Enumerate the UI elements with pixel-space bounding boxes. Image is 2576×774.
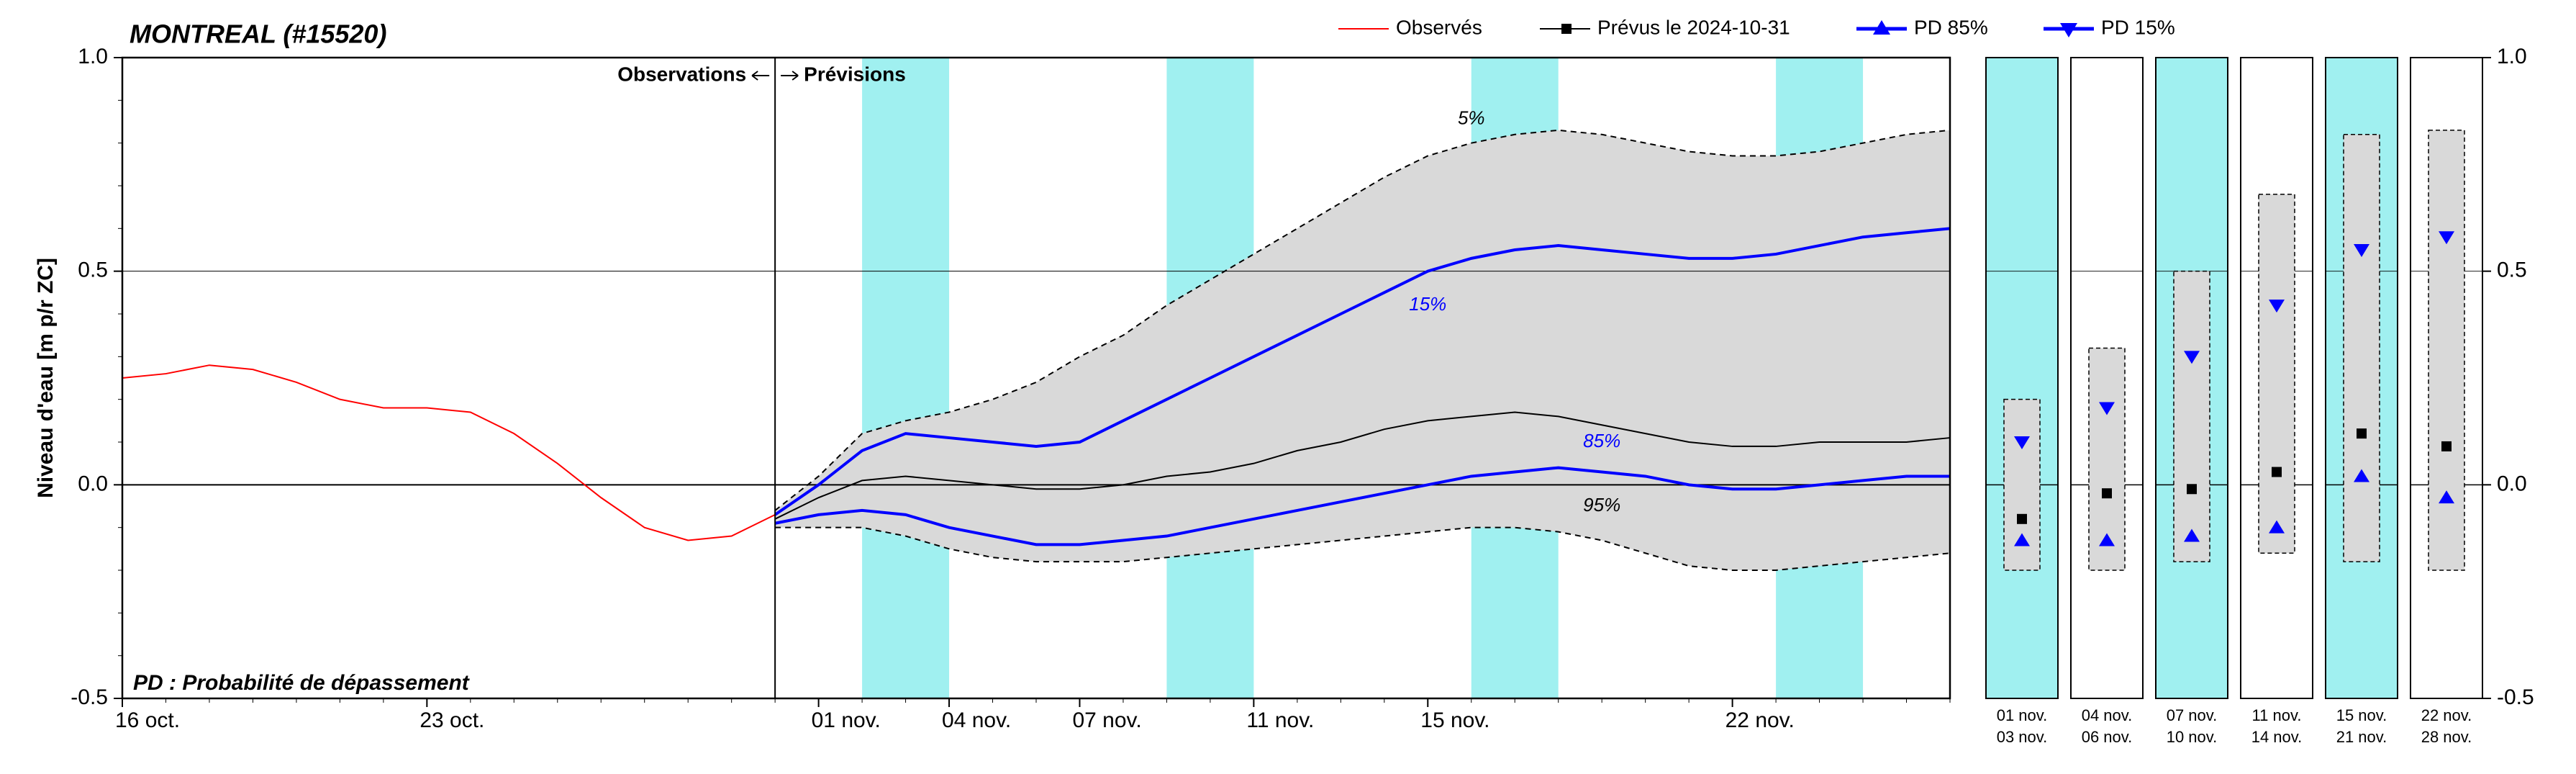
svg-text:04 nov.: 04 nov. [2082,706,2133,724]
svg-text:PD 85%: PD 85% [1914,16,1988,38]
median-marker [2272,467,2282,477]
svg-text:PD 15%: PD 15% [2101,16,2175,38]
svg-text:Observés: Observés [1396,16,1482,38]
svg-text:16 oct.: 16 oct. [115,708,180,732]
y-axis-label: Niveau d'eau [m p/r ZC] [34,258,58,498]
svg-text:23 oct.: 23 oct. [419,708,484,732]
svg-text:1.0: 1.0 [2497,45,2527,68]
svg-text:-0.5: -0.5 [2497,685,2534,709]
svg-text:07 nov.: 07 nov. [1072,708,1141,732]
svg-text:01 nov.: 01 nov. [1997,706,2048,724]
weekend-band [862,58,949,698]
svg-text:5%: 5% [1458,107,1485,129]
svg-text:-0.5: -0.5 [71,685,108,709]
svg-text:01 nov.: 01 nov. [812,708,881,732]
svg-text:22 nov.: 22 nov. [1725,708,1795,732]
svg-text:11 nov.: 11 nov. [2252,706,2302,724]
svg-text:28 nov.: 28 nov. [2421,728,2472,746]
median-marker [2441,441,2452,451]
svg-text:0.5: 0.5 [2497,258,2527,282]
svg-text:95%: 95% [1583,494,1620,516]
svg-text:10 nov.: 10 nov. [2167,728,2218,746]
svg-text:15 nov.: 15 nov. [1420,708,1489,732]
svg-text:03 nov.: 03 nov. [1997,728,2048,746]
svg-text:1.0: 1.0 [78,45,108,68]
svg-text:15%: 15% [1409,293,1446,315]
svg-text:04 nov.: 04 nov. [942,708,1011,732]
footer-label: PD : Probabilité de dépassement [133,671,471,695]
svg-text:21 nov.: 21 nov. [2336,728,2387,746]
svg-text:11 nov.: 11 nov. [1246,708,1314,732]
svg-text:0.5: 0.5 [78,258,108,282]
svg-text:85%: 85% [1583,430,1620,451]
svg-text:Prévus le 2024-10-31: Prévus le 2024-10-31 [1597,16,1790,38]
chart-title: MONTREAL (#15520) [130,19,386,49]
svg-text:22 nov.: 22 nov. [2421,706,2472,724]
median-marker [2187,484,2197,494]
median-marker [2102,488,2112,498]
chart-container: -0.5 0.0 0.5 1.0 16 oct. 23 oct. 01 nov. 04 nov… [7,7,2569,767]
previsions-label: Prévisions [804,63,906,85]
svg-text:0.0: 0.0 [78,472,108,495]
svg-text:15 nov.: 15 nov. [2336,706,2387,724]
median-marker [2357,428,2367,438]
svg-text:07 nov.: 07 nov. [2167,706,2218,724]
forecast-chart: -0.5 0.0 0.5 1.0 16 oct. 23 oct. 01 nov. 04 nov… [7,7,2569,767]
svg-text:0.0: 0.0 [2497,472,2527,495]
median-marker [2017,514,2027,524]
svg-text:06 nov.: 06 nov. [2082,728,2133,746]
svg-text:14 nov.: 14 nov. [2251,728,2303,746]
observations-label: Observations [617,63,746,85]
